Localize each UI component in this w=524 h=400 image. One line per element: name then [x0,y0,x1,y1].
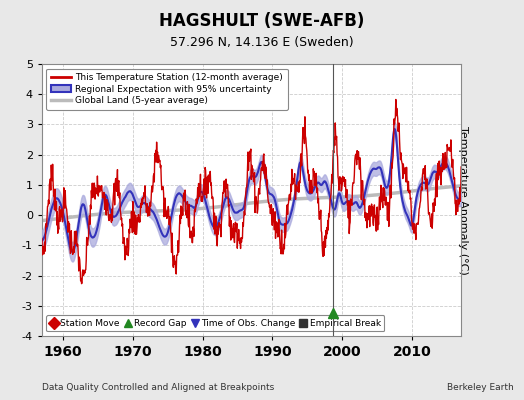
Text: 57.296 N, 14.136 E (Sweden): 57.296 N, 14.136 E (Sweden) [170,36,354,49]
Text: HAGSHULT (SWE-AFB): HAGSHULT (SWE-AFB) [159,12,365,30]
Text: Data Quality Controlled and Aligned at Breakpoints: Data Quality Controlled and Aligned at B… [42,383,274,392]
Text: Berkeley Earth: Berkeley Earth [447,383,514,392]
Legend: Station Move, Record Gap, Time of Obs. Change, Empirical Break: Station Move, Record Gap, Time of Obs. C… [47,315,385,332]
Y-axis label: Temperature Anomaly (°C): Temperature Anomaly (°C) [458,126,468,274]
